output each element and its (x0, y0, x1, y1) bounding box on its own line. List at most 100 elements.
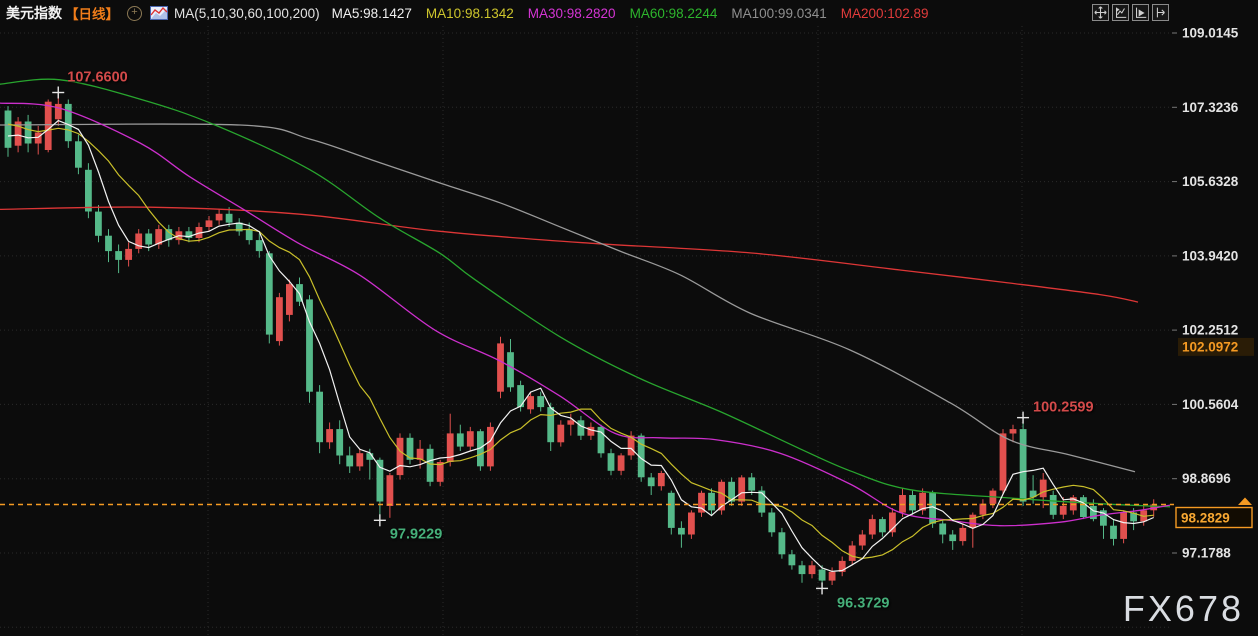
candle-body (326, 429, 333, 443)
ma-line-ma100 (0, 123, 1136, 473)
candle-body (336, 429, 344, 456)
candle-body (657, 473, 665, 487)
candle-body (818, 569, 826, 581)
ma-legend: MA5:98.1427 MA10:98.1342 MA30:98.2820 MA60:… (332, 6, 943, 21)
candle-body (1110, 525, 1117, 539)
candle-body (346, 455, 354, 467)
candle-body (416, 448, 424, 460)
candle-body (225, 213, 233, 223)
candle-body (105, 235, 112, 252)
ma-line-ma30 (0, 102, 1171, 527)
candle-body (1120, 512, 1127, 539)
candle-body (477, 431, 484, 467)
candle-body (245, 229, 253, 241)
goto-latest-button[interactable] (1152, 4, 1169, 21)
candle-body (436, 462, 444, 482)
candle-body (1029, 490, 1037, 498)
candle-body (868, 519, 876, 535)
axis-label: 109.0145 (1182, 26, 1239, 41)
candle-body (125, 248, 132, 260)
candle-body (949, 534, 957, 542)
candle-body (969, 514, 977, 528)
candle-body (758, 490, 766, 513)
candle-body (64, 103, 72, 142)
candle-body (517, 385, 524, 408)
candle-body (979, 503, 987, 515)
candle-body (24, 121, 32, 144)
ma-group-label: MA(5,10,30,60,100,200) (174, 5, 320, 21)
candle-body (547, 407, 555, 443)
candle-body (587, 426, 595, 436)
candle-body (396, 437, 404, 476)
candle-body (798, 565, 806, 575)
chart-play-icon (1136, 7, 1147, 18)
ma-legend-item-5: MA200:102.89 (840, 5, 929, 21)
period-label[interactable]: 【日线】 (65, 7, 119, 22)
candle-body (678, 527, 685, 535)
candle-body (838, 560, 846, 572)
candle-body (688, 512, 695, 535)
candle-body (718, 481, 725, 511)
pan-crosshair-button[interactable] (1092, 4, 1109, 21)
candle-body (34, 132, 42, 144)
price-up-arrow-icon (1238, 497, 1252, 505)
ma-legend-item-3: MA60:98.2244 (629, 5, 718, 21)
candle-body (85, 169, 92, 212)
chart-style-icon[interactable] (150, 6, 168, 20)
candle-body (708, 492, 715, 511)
annotation-price-text: 97.9229 (390, 526, 442, 542)
candle-body (597, 426, 605, 454)
circle-plus-icon[interactable]: + (127, 5, 142, 21)
candle-body (135, 233, 143, 249)
annotation-107.6600: 107.6600 (52, 70, 128, 99)
candle-body (255, 240, 263, 252)
zoom-out-chart-button[interactable] (1112, 4, 1129, 21)
candle-body (778, 532, 786, 555)
candle-body (527, 396, 534, 410)
candle-body (879, 519, 886, 533)
annotation-96.3729: 96.3729 (816, 582, 889, 611)
candle-body (44, 101, 52, 150)
gridlines (0, 26, 1172, 636)
candle-body (507, 352, 514, 388)
candle-body (165, 229, 173, 241)
candle-body (929, 492, 936, 524)
watermark: FX678 (1122, 588, 1244, 629)
axis-label: 107.3236 (1182, 100, 1239, 115)
axis-label: 103.9420 (1182, 248, 1238, 263)
crosshair-icon (1094, 6, 1107, 19)
candle-body (1100, 510, 1107, 526)
axis-label: 100.5604 (1182, 397, 1239, 412)
current-price-label: 98.2829 (1181, 511, 1230, 526)
candle-body (738, 477, 746, 502)
current-price-box (1175, 506, 1253, 529)
candle-body (1090, 505, 1097, 520)
candle-body (366, 453, 374, 460)
candle-body (959, 527, 967, 542)
candle-body (286, 284, 293, 315)
candle-body (728, 481, 735, 502)
candle-body (858, 534, 866, 546)
bar-arrow-right-icon (1156, 7, 1165, 18)
candle-body (537, 396, 545, 408)
candle-body (446, 433, 454, 462)
symbol-title: 美元指数 (6, 5, 62, 21)
candle-body (1009, 429, 1017, 434)
candle-body (567, 420, 575, 425)
candle-body (1059, 505, 1067, 515)
ma-line-ma200 (0, 206, 1139, 303)
candle-body (698, 492, 705, 513)
candle-body (306, 299, 313, 392)
price-axis: 109.0145 107.3236 105.6328 103.9420 102.2512… (1172, 26, 1254, 561)
annotation-price-text: 100.2599 (1033, 400, 1093, 416)
chart-compress-icon (1116, 7, 1127, 18)
candle-body (376, 459, 384, 502)
candle-body (557, 424, 565, 443)
candle-body (487, 426, 494, 467)
ma-line-ma60 (0, 78, 1171, 508)
highlight-label-bg (1178, 337, 1254, 356)
zoom-in-chart-button[interactable] (1132, 4, 1149, 21)
candle-body (939, 523, 947, 535)
highlight-price-label: 102.0972 (1182, 339, 1238, 354)
